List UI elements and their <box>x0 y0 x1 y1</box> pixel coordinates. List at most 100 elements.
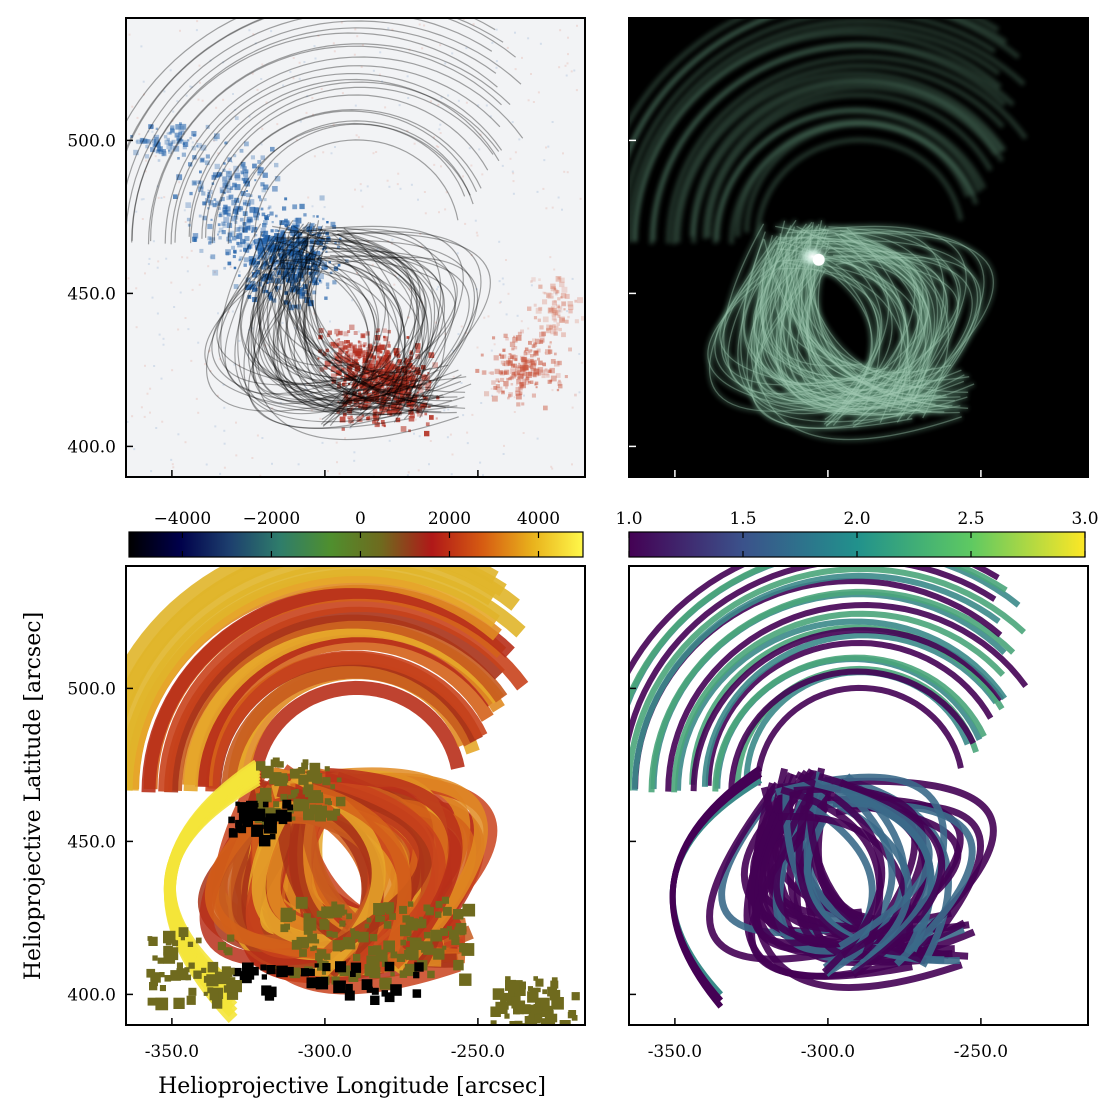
colorbar-tick-label: 4000 <box>517 509 560 529</box>
negative-flux-pixel <box>289 251 294 256</box>
negative-flux-pixel <box>161 151 167 157</box>
negative-flux-pixel <box>231 199 237 206</box>
negative-flux-pixel <box>304 258 311 264</box>
velocity-patch <box>264 820 277 834</box>
negative-flux-pixel <box>158 148 165 155</box>
emission-loop-core <box>803 247 873 427</box>
positive-flux-pixel <box>407 396 413 402</box>
velocity-patch <box>303 913 311 921</box>
negative-flux-pixel <box>268 277 274 283</box>
positive-flux-pixel <box>550 286 556 292</box>
noise-pixel <box>271 407 274 410</box>
negative-flux-pixel <box>311 234 314 237</box>
positive-flux-pixel <box>537 373 540 376</box>
field-line <box>205 94 489 238</box>
noise-pixel <box>126 420 129 423</box>
positive-flux-pixel <box>518 362 521 365</box>
velocity-patch <box>368 946 378 956</box>
positive-flux-pixel <box>425 382 431 389</box>
negative-flux-pixel <box>216 171 222 177</box>
negative-flux-pixel <box>249 194 253 197</box>
emission-loop-core <box>750 264 887 403</box>
field-line <box>293 225 380 425</box>
velocity-patch <box>546 1005 554 1013</box>
positive-flux-pixel <box>531 344 536 349</box>
emission-loop <box>806 223 969 403</box>
field-line <box>260 239 466 409</box>
positive-flux-pixel <box>528 362 533 367</box>
positive-flux-pixel <box>375 381 381 387</box>
positive-flux-pixel <box>557 305 560 308</box>
negative-flux-pixel <box>208 241 212 245</box>
negative-flux-pixel <box>263 184 269 190</box>
negative-flux-pixel <box>292 259 297 265</box>
noise-pixel <box>437 285 440 288</box>
negative-flux-pixel <box>136 139 141 145</box>
noise-pixel <box>260 143 263 146</box>
noise-pixel <box>550 324 553 327</box>
negative-flux-pixel <box>295 240 299 245</box>
velocity-patch <box>303 917 317 931</box>
positive-flux-pixel <box>533 342 537 345</box>
field-line <box>298 253 376 405</box>
noise-pixel <box>418 435 421 438</box>
negative-flux-pixel <box>243 171 249 177</box>
noise-pixel <box>209 59 212 62</box>
positive-flux-pixel <box>386 367 393 374</box>
negative-flux-pixel <box>286 246 290 250</box>
positive-flux-pixel <box>559 277 565 283</box>
noise-pixel <box>511 170 514 173</box>
velocity-patch <box>379 916 385 922</box>
noise-pixel <box>444 208 447 211</box>
negative-flux-pixel <box>272 298 277 303</box>
positive-flux-pixel <box>394 384 398 389</box>
positive-flux-pixel <box>385 357 390 362</box>
negative-flux-pixel <box>191 145 197 151</box>
positive-flux-pixel <box>381 344 387 351</box>
negative-flux-pixel <box>238 274 241 277</box>
noise-pixel <box>439 44 442 47</box>
positive-flux-pixel <box>531 393 536 398</box>
negative-flux-pixel <box>309 280 312 283</box>
positive-flux-pixel <box>379 409 385 415</box>
negative-flux-pixel <box>311 250 316 255</box>
negative-flux-pixel <box>274 278 281 284</box>
velocity-patch <box>300 968 309 977</box>
emission-loop <box>675 71 1007 243</box>
positive-flux-pixel <box>375 345 382 351</box>
ratio-loop <box>728 668 976 793</box>
positive-flux-pixel <box>549 342 552 345</box>
positive-flux-pixel <box>376 400 380 405</box>
positive-flux-pixel <box>347 349 350 352</box>
noise-pixel <box>330 350 333 353</box>
positive-flux-pixel <box>399 404 403 408</box>
positive-flux-pixel <box>574 299 578 303</box>
emission-loop <box>629 18 1008 156</box>
field-line <box>257 237 421 401</box>
positive-flux-pixel <box>409 356 413 360</box>
negative-flux-pixel <box>256 246 260 251</box>
positive-flux-pixel <box>366 364 372 370</box>
noise-pixel <box>191 141 194 144</box>
negative-flux-pixel <box>244 181 250 187</box>
positive-flux-pixel <box>530 358 534 363</box>
noise-pixel <box>564 64 567 67</box>
positive-flux-pixel <box>376 357 382 363</box>
positive-flux-pixel <box>344 354 349 359</box>
positive-flux-pixel <box>508 377 511 380</box>
positive-flux-pixel <box>411 365 416 370</box>
field-line <box>234 236 403 423</box>
negative-flux-pixel <box>265 276 269 281</box>
negative-flux-pixel <box>287 278 292 284</box>
negative-flux-pixel <box>316 233 320 238</box>
negative-flux-pixel <box>222 207 228 213</box>
negative-flux-pixel <box>322 217 325 221</box>
velocity-patch <box>285 966 294 976</box>
noise-pixel <box>464 222 467 225</box>
negative-flux-pixel <box>207 192 210 194</box>
emission-loop-core <box>754 248 888 402</box>
noise-pixel <box>344 437 347 440</box>
negative-flux-pixel <box>261 187 266 193</box>
emission-loop-core <box>750 243 868 408</box>
positive-flux-pixel <box>519 365 523 369</box>
